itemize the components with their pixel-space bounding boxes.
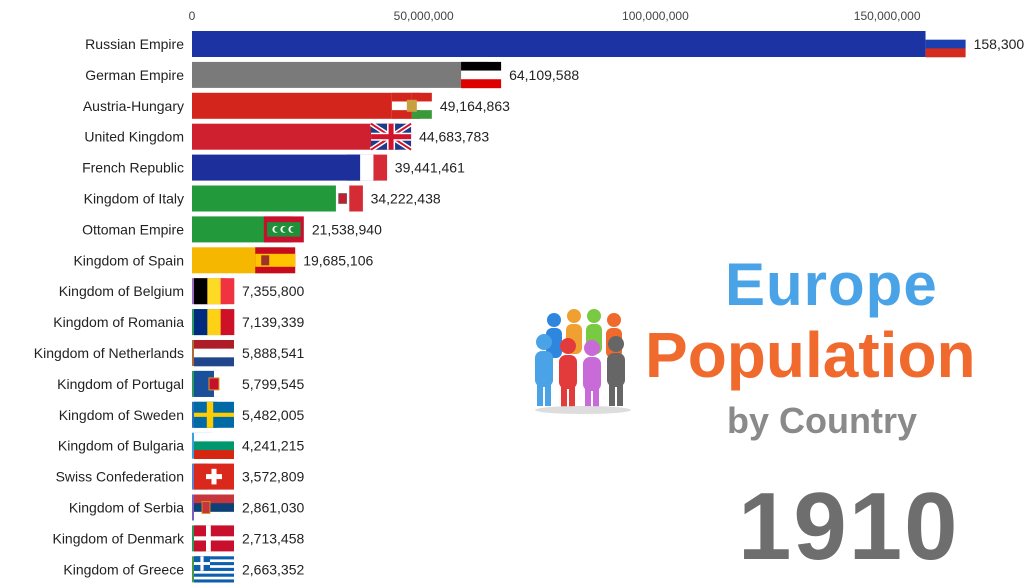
romania-flag: [194, 309, 235, 336]
value-label: 7,355,800: [242, 283, 304, 299]
denmark-flag: [194, 525, 234, 552]
x-tick-label: 0: [189, 9, 196, 23]
category-label: Ottoman Empire: [82, 221, 184, 237]
value-label: 158,300,728: [974, 36, 1024, 52]
title-block: Europe Population by Country 1910: [520, 240, 1024, 588]
value-label: 2,663,352: [242, 561, 304, 577]
value-labels: 158,300,728 64,109,588 49,164,863 44,683,78…: [242, 36, 1024, 577]
x-axis-ticks: 0 50,000,000 100,000,000 150,000,000: [189, 9, 921, 23]
category-labels: Russian Empire German Empire Austria-Hunga…: [34, 36, 185, 577]
bar: [192, 92, 420, 119]
x-tick-label: 150,000,000: [854, 9, 921, 23]
category-label: Kingdom of Sweden: [59, 407, 184, 423]
bar: [192, 61, 490, 88]
value-label: 2,861,030: [242, 500, 304, 516]
netherlands-flag: [194, 340, 234, 367]
sweden-flag: [194, 401, 234, 428]
value-label: 21,538,940: [312, 221, 382, 237]
category-label: French Republic: [82, 160, 184, 176]
category-label: Kingdom of Portugal: [57, 376, 184, 392]
category-label: Kingdom of Greece: [63, 561, 184, 577]
title-line-3: by Country: [727, 400, 918, 441]
value-label: 3,572,809: [242, 469, 304, 485]
value-label: 7,139,339: [242, 314, 304, 330]
serbia-flag: [194, 494, 234, 521]
year-label: 1910: [738, 473, 960, 580]
people-group-icon: [535, 309, 631, 414]
title-line-1: Europe: [725, 251, 938, 318]
greece-flag: [194, 556, 234, 583]
category-label: Kingdom of Bulgaria: [58, 438, 184, 454]
category-label: Austria-Hungary: [83, 98, 184, 114]
value-label: 34,222,438: [371, 191, 441, 207]
category-label: United Kingdom: [84, 129, 184, 145]
bar: [192, 31, 926, 57]
category-label: Kingdom of Romania: [53, 314, 184, 330]
category-label: Kingdom of Netherlands: [34, 345, 184, 361]
x-tick-label: 50,000,000: [394, 9, 454, 23]
value-label: 64,109,588: [509, 67, 579, 83]
value-label: 5,888,541: [242, 345, 304, 361]
value-label: 5,799,545: [242, 376, 304, 392]
ottoman-flag: [263, 216, 304, 243]
value-label: 44,683,783: [419, 129, 489, 145]
x-tick-label: 100,000,000: [622, 9, 689, 23]
bar: [192, 154, 375, 181]
france-flag: [346, 154, 388, 181]
portugal-flag: [194, 370, 234, 397]
austria-hungary-flag: [391, 92, 432, 119]
category-label: Kingdom of Serbia: [69, 500, 184, 516]
category-label: Russian Empire: [85, 36, 184, 52]
category-label: Kingdom of Italy: [84, 191, 184, 207]
category-label: German Empire: [85, 67, 184, 83]
value-label: 39,441,461: [395, 160, 465, 176]
bulgaria-flag: [194, 432, 234, 459]
category-label: Kingdom of Spain: [73, 252, 184, 268]
value-label: 49,164,863: [440, 98, 510, 114]
category-label: Kingdom of Denmark: [52, 530, 185, 546]
value-label: 5,482,005: [242, 407, 304, 423]
russia-flag: [925, 31, 966, 58]
belgium-flag: [194, 278, 235, 305]
spain-flag: [255, 247, 296, 274]
value-label: 4,241,215: [242, 438, 304, 454]
italy-flag: [322, 185, 363, 212]
germany-flag: [461, 61, 502, 89]
value-label: 2,713,458: [242, 530, 304, 546]
bar: [192, 123, 400, 150]
title-line-2: Population: [645, 319, 976, 391]
switzerland-flag: [194, 463, 234, 490]
uk-flag: [369, 121, 413, 152]
category-label: Kingdom of Belgium: [59, 283, 184, 299]
category-label: Swiss Confederation: [56, 469, 184, 485]
flags: [194, 31, 966, 583]
value-label: 19,685,106: [303, 252, 373, 268]
